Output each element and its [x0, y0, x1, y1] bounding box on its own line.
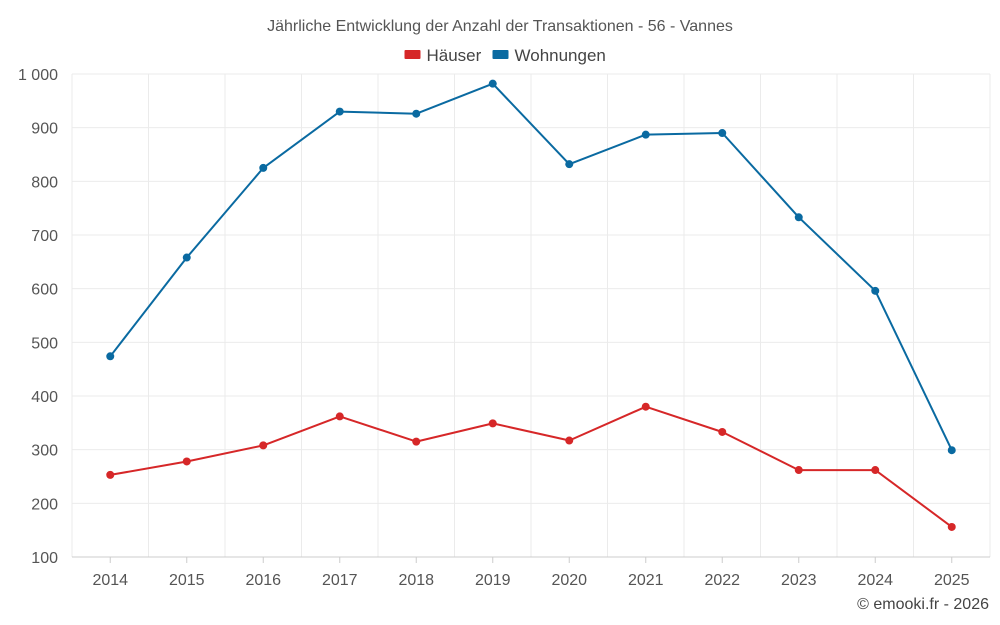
- series-0-point[interactable]: [794, 466, 803, 475]
- series-group: [106, 79, 956, 531]
- legend: Häuser Wohnungen: [404, 46, 606, 65]
- x-tick-label: 2022: [704, 572, 740, 589]
- y-tick-label: 300: [31, 443, 58, 460]
- series-1-point[interactable]: [718, 129, 727, 138]
- legend-swatch: [492, 50, 509, 59]
- series-1-point[interactable]: [871, 286, 880, 295]
- x-axis-ticks: 2014 2015 2016 2017 2018 2019 2020 2021 2022 2023…: [92, 572, 969, 589]
- series-1-point[interactable]: [412, 109, 421, 118]
- y-tick-label: 200: [31, 496, 58, 513]
- series-0-point[interactable]: [718, 427, 727, 436]
- y-axis-ticks: 100 200 300 400 500 600 700 800 900 1 000: [18, 67, 58, 567]
- y-tick-label: 700: [31, 228, 58, 245]
- y-tick-label: 100: [31, 550, 58, 567]
- y-tick-label: 500: [31, 335, 58, 352]
- x-tick-label: 2015: [169, 572, 205, 589]
- series-0-point[interactable]: [871, 466, 880, 475]
- y-tick-label: 600: [31, 282, 58, 299]
- y-tick-label: 800: [31, 174, 58, 191]
- series-1-point[interactable]: [259, 163, 268, 172]
- x-tick-label: 2014: [92, 572, 128, 589]
- series-1-point[interactable]: [565, 160, 574, 169]
- series-1-point[interactable]: [947, 446, 956, 455]
- y-tick-label: 400: [31, 389, 58, 406]
- grid-lines: [71, 73, 991, 558]
- series-0-point[interactable]: [335, 412, 344, 421]
- series-1-point[interactable]: [641, 130, 650, 139]
- y-tick-label: 1 000: [18, 67, 58, 84]
- x-tick-label: 2018: [398, 572, 434, 589]
- x-tick-label: 2020: [551, 572, 587, 589]
- series-0-point[interactable]: [259, 441, 268, 450]
- series-0-point[interactable]: [565, 436, 574, 445]
- legend-label[interactable]: Häuser: [427, 46, 482, 65]
- series-1-line: [109, 82, 953, 451]
- chart-title: Jährliche Entwicklung der Anzahl der Tra…: [267, 18, 733, 35]
- x-tick-label: 2021: [628, 572, 664, 589]
- x-tick-label: 2019: [475, 572, 511, 589]
- series-1-point[interactable]: [794, 213, 803, 222]
- x-tick-label: 2023: [781, 572, 817, 589]
- x-tick-label: 2025: [934, 572, 970, 589]
- series-0-point[interactable]: [947, 522, 956, 531]
- series-1-point[interactable]: [335, 107, 344, 116]
- series-0-point[interactable]: [641, 402, 650, 411]
- credit-text: © emooki.fr - 2026: [857, 596, 989, 613]
- series-0-line: [110, 405, 953, 528]
- series-0-point[interactable]: [412, 437, 421, 446]
- x-tick-label: 2016: [245, 572, 281, 589]
- series-1-point[interactable]: [106, 352, 115, 361]
- series-0-point[interactable]: [488, 419, 497, 428]
- series-1-point[interactable]: [488, 79, 497, 88]
- x-tick-label: 2024: [857, 572, 893, 589]
- series-1-point[interactable]: [182, 253, 191, 262]
- legend-swatch: [404, 50, 421, 59]
- y-tick-label: 900: [31, 121, 58, 138]
- series-0-point[interactable]: [182, 457, 191, 466]
- x-tick-label: 2017: [322, 572, 358, 589]
- axes: [72, 556, 990, 563]
- series-0-point[interactable]: [106, 470, 115, 479]
- legend-label[interactable]: Wohnungen: [515, 46, 606, 65]
